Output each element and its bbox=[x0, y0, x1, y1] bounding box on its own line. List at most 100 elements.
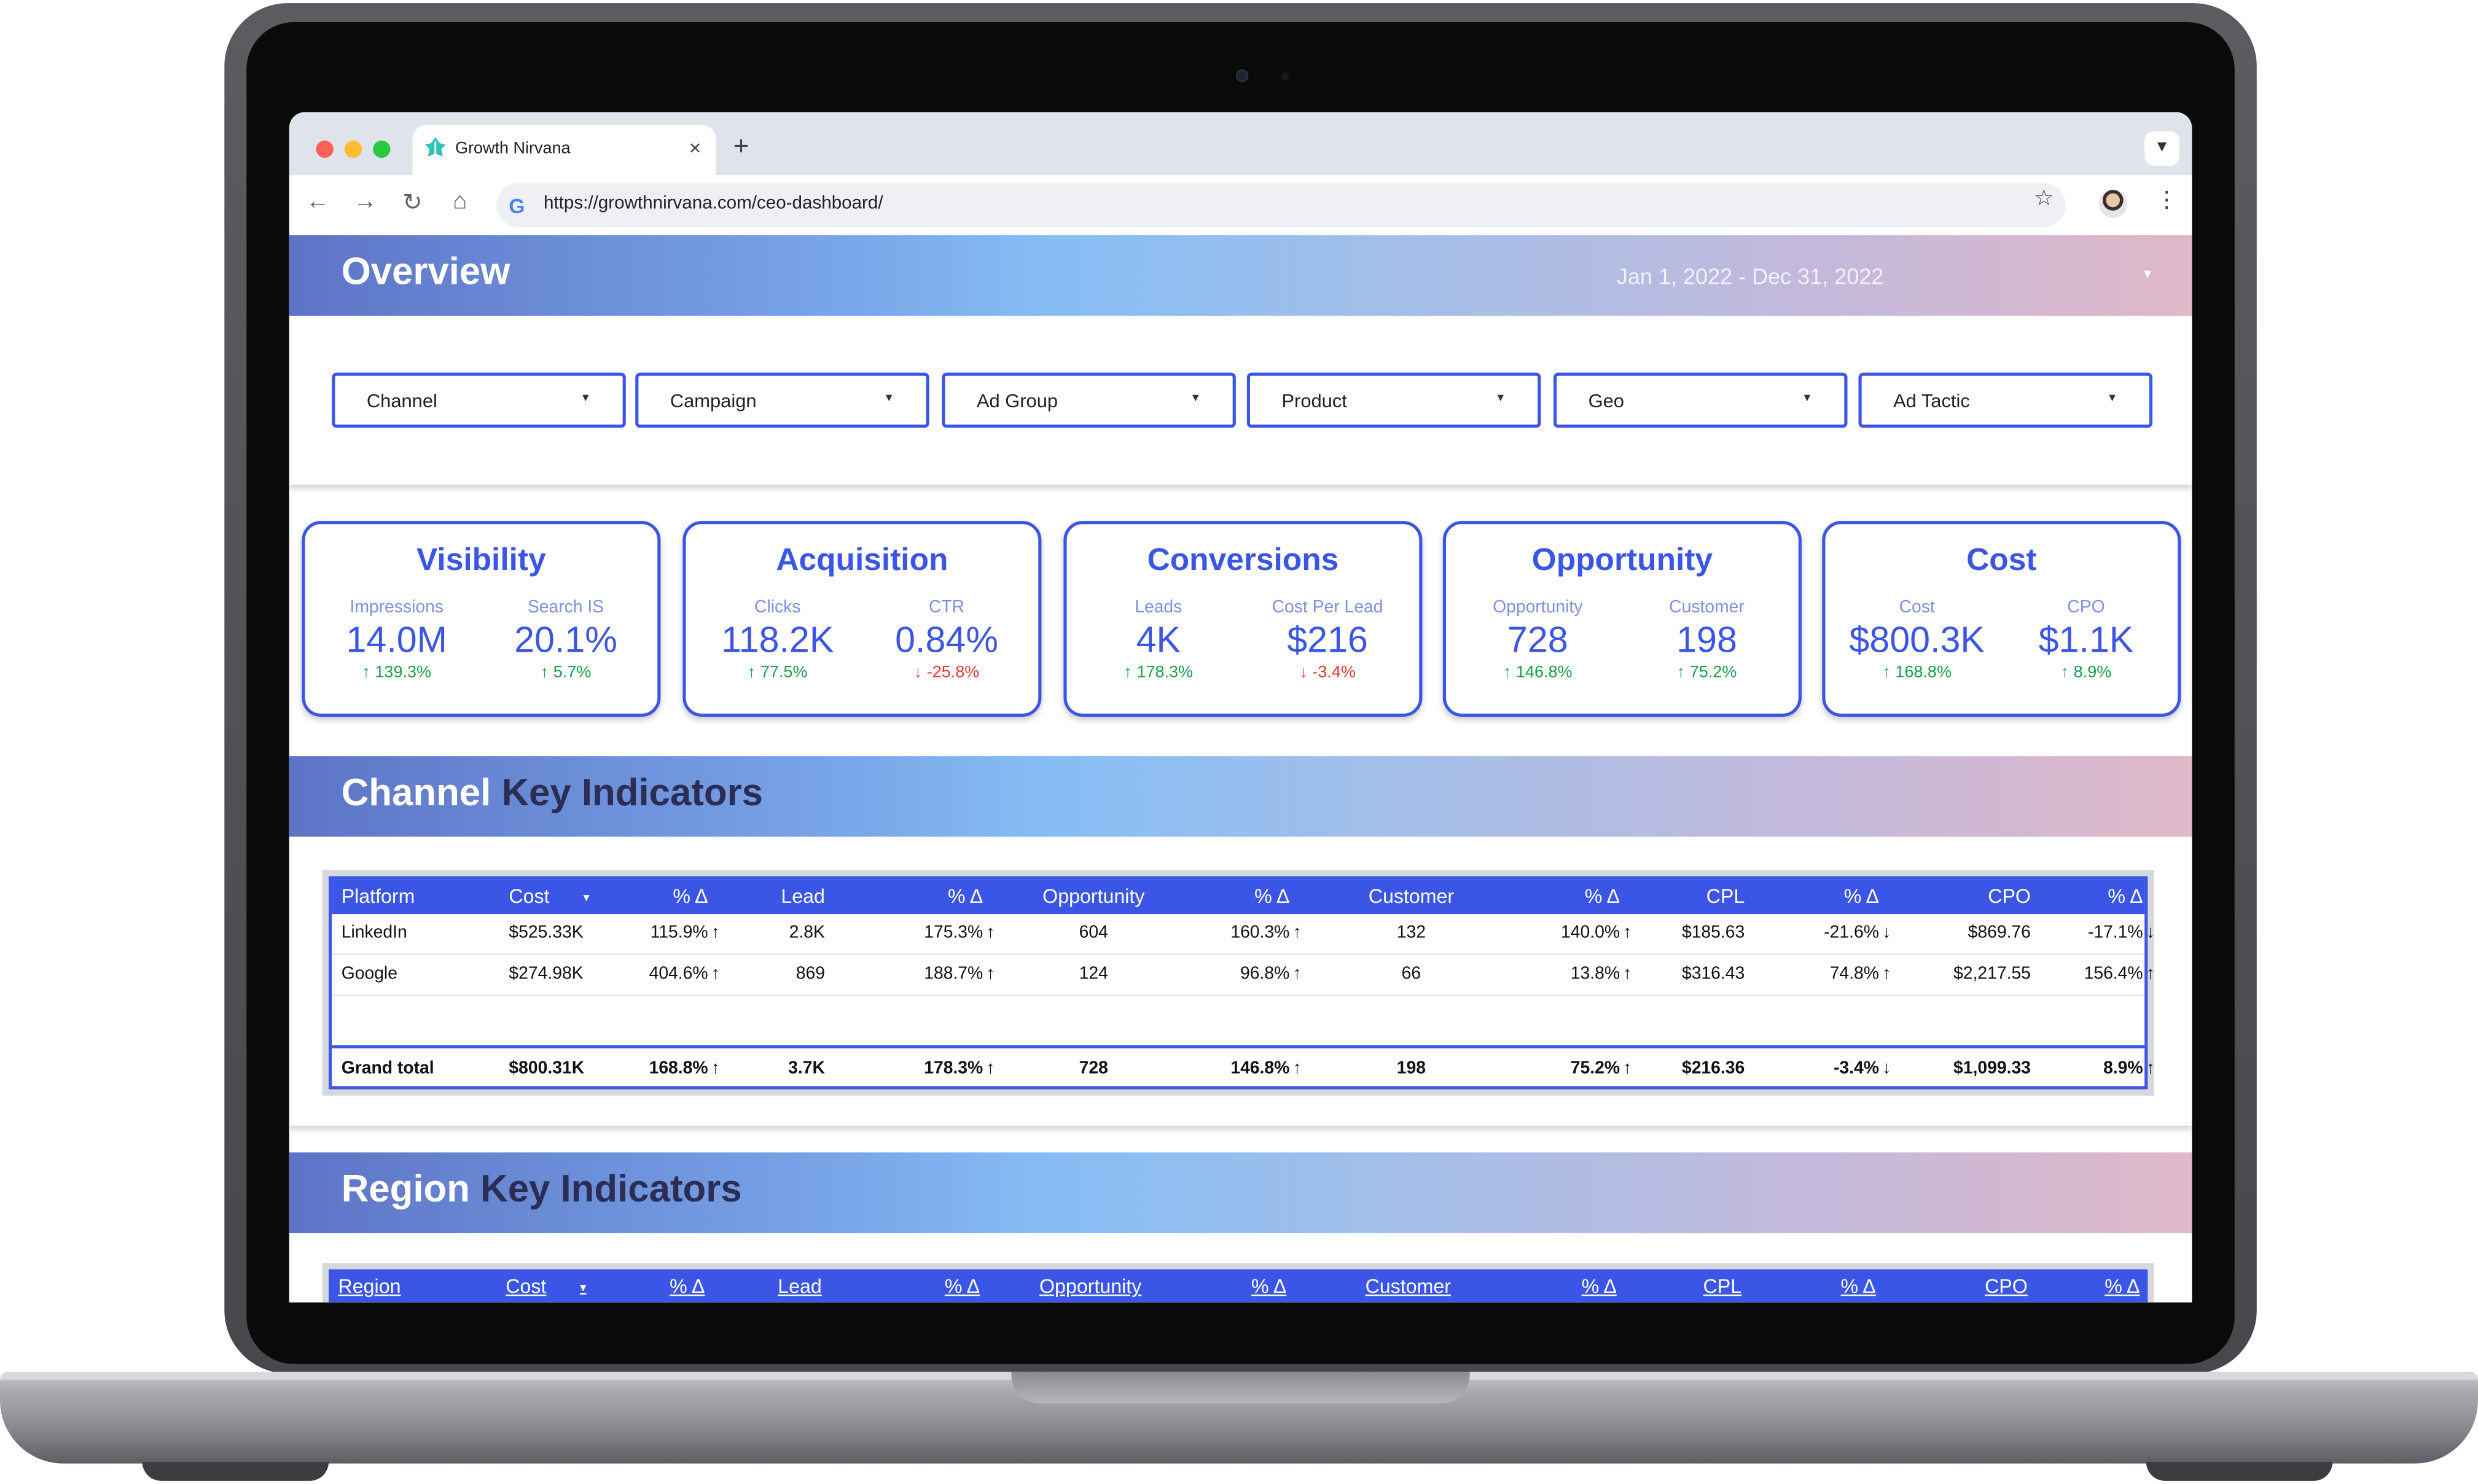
table-cell: 140.0% bbox=[1561, 923, 1620, 943]
close-window-button[interactable] bbox=[316, 140, 334, 158]
column-header[interactable]: % Δ bbox=[1584, 885, 1620, 908]
column-header[interactable]: % Δ bbox=[2108, 885, 2143, 908]
table-cell: -21.6% bbox=[1824, 923, 1879, 943]
channel-key-indicators-header: Channel Key Indicators bbox=[289, 756, 2192, 837]
column-header[interactable]: CPL bbox=[1703, 1275, 1742, 1298]
back-arrow-icon[interactable]: ← bbox=[305, 187, 330, 215]
more-menu-icon[interactable]: ⋮ bbox=[2156, 186, 2178, 212]
column-header[interactable]: % Δ bbox=[670, 1275, 705, 1298]
column-header[interactable]: % Δ bbox=[1840, 1275, 1876, 1298]
table-cell: 124 bbox=[1079, 964, 1108, 984]
home-icon[interactable]: ⌂ bbox=[452, 187, 467, 215]
kpi-delta-value: -3.4% bbox=[1312, 663, 1356, 682]
column-header[interactable]: Customer bbox=[1365, 1275, 1451, 1298]
column-header[interactable]: Platform bbox=[341, 885, 415, 908]
kpi-metric: Impressions 14.0M ↑ 139.3% bbox=[310, 598, 483, 682]
column-header[interactable]: Lead bbox=[781, 885, 825, 908]
column-header[interactable]: Lead bbox=[778, 1275, 822, 1298]
column-header[interactable]: Customer bbox=[1368, 885, 1455, 908]
column-header[interactable]: % Δ bbox=[1254, 885, 1290, 908]
column-header[interactable]: Cost bbox=[506, 1275, 547, 1298]
column-header[interactable]: % Δ bbox=[2105, 1275, 2140, 1298]
dropdown-caret-icon: ▼ bbox=[883, 392, 895, 404]
geo-filter[interactable]: Geo ▼ bbox=[1553, 372, 1848, 428]
new-tab-button[interactable]: + bbox=[733, 131, 749, 162]
column-header[interactable]: % Δ bbox=[1251, 1275, 1287, 1298]
kpi-card-title: Opportunity bbox=[1531, 543, 1713, 578]
arrow-up-icon: ↑ bbox=[1503, 663, 1516, 682]
laptop-foot bbox=[142, 1462, 329, 1481]
kpi-delta: ↑ 75.2% bbox=[1620, 663, 1794, 682]
column-header[interactable]: % Δ bbox=[947, 885, 983, 908]
kpi-card-title: Acquisition bbox=[776, 543, 948, 578]
table-cell: 146.8% bbox=[1230, 1059, 1290, 1079]
tab-search-chevron-icon[interactable]: ▼ bbox=[2144, 131, 2179, 166]
column-header[interactable]: Region bbox=[338, 1275, 401, 1298]
address-bar[interactable]: G https://growthnirvana.com/ceo-dashboar… bbox=[496, 183, 2066, 228]
kpi-delta-value: 168.8% bbox=[1895, 663, 1952, 682]
arrow-up-icon: ↑ bbox=[711, 923, 720, 943]
kpi-value: 14.0M bbox=[346, 619, 447, 660]
ad-group-filter[interactable]: Ad Group ▼ bbox=[942, 372, 1236, 428]
arrow-up-icon: ↑ bbox=[2060, 663, 2074, 682]
table-cell: $2,217.55 bbox=[1953, 964, 2031, 984]
kpi-label: Leads bbox=[1135, 598, 1182, 617]
minimize-window-button[interactable] bbox=[344, 140, 362, 158]
arrow-down-icon: ↓ bbox=[2146, 923, 2155, 943]
channel-filter[interactable]: Channel ▼ bbox=[332, 372, 626, 428]
table-row[interactable]: LinkedIn $525.33K 115.9% ↑ 2.8K 175.3% ↑ 604 160… bbox=[332, 914, 2155, 955]
reload-icon[interactable]: ↻ bbox=[402, 189, 423, 217]
arrow-up-icon: ↑ bbox=[1882, 964, 1891, 984]
table-cell: Google bbox=[341, 964, 397, 984]
column-header[interactable]: % Δ bbox=[944, 1275, 980, 1298]
table-cell: $316.43 bbox=[1681, 964, 1745, 984]
column-header[interactable]: % Δ bbox=[1843, 885, 1879, 908]
active-tab[interactable]: Growth Nirvana × bbox=[412, 125, 716, 176]
maximize-window-button[interactable] bbox=[373, 140, 391, 158]
bookmark-star-icon[interactable]: ☆ bbox=[2034, 184, 2054, 210]
kpi-card-title: Cost bbox=[1966, 543, 2037, 578]
profile-avatar[interactable] bbox=[2098, 189, 2127, 218]
kpi-delta-value: 5.7% bbox=[553, 663, 592, 682]
kpi-delta: ↓ -25.8% bbox=[860, 663, 1034, 682]
column-header[interactable]: % Δ bbox=[673, 885, 708, 908]
camera-icon bbox=[1235, 69, 1249, 82]
kpi-label: Cost bbox=[1899, 598, 1935, 617]
column-header[interactable]: CPO bbox=[1988, 885, 2031, 908]
kpi-value: $800.3K bbox=[1849, 619, 1985, 660]
sort-desc-icon[interactable]: ▾ bbox=[583, 890, 590, 905]
forward-arrow-icon[interactable]: → bbox=[353, 187, 377, 215]
column-header[interactable]: CPL bbox=[1706, 885, 1745, 908]
arrow-down-icon: ↓ bbox=[1882, 923, 1891, 943]
product-filter[interactable]: Product ▼ bbox=[1246, 372, 1541, 428]
date-range-picker[interactable]: Jan 1, 2022 - Dec 31, 2022 bbox=[1616, 264, 1884, 289]
kpi-delta: ↑ 178.3% bbox=[1071, 663, 1245, 682]
region-key-indicators-header: Region Key Indicators bbox=[289, 1152, 2192, 1233]
url-text[interactable]: https://growthnirvana.com/ceo-dashboard/ bbox=[544, 194, 883, 213]
chevron-down-icon[interactable]: ▼ bbox=[2141, 267, 2154, 281]
table-cell: $216.36 bbox=[1681, 1059, 1745, 1079]
kpi-delta-value: 146.8% bbox=[1515, 663, 1573, 682]
filter-bar: Channel ▼ Campaign ▼ Ad Group ▼ Product ▼ Ge… bbox=[289, 319, 2192, 485]
table-row[interactable]: Google $274.98K 404.6% ↑ 869 188.7% ↑ 124 96.8% ↑… bbox=[332, 955, 2155, 996]
column-header[interactable]: % Δ bbox=[1581, 1275, 1617, 1298]
arrow-up-icon: ↑ bbox=[2146, 1059, 2155, 1079]
column-header[interactable]: CPO bbox=[1985, 1275, 2028, 1298]
section-title-main: Channel bbox=[341, 771, 491, 815]
kpi-value: 20.1% bbox=[514, 619, 617, 660]
column-header[interactable]: Opportunity bbox=[1039, 1275, 1142, 1298]
kpi-card-conversions: Conversions Leads 4K ↑ 178.3% Cost Per Lead $… bbox=[1063, 521, 1423, 717]
arrow-down-icon: ↓ bbox=[1882, 1059, 1891, 1079]
kpi-metric: CTR 0.84% ↓ -25.8% bbox=[860, 598, 1034, 682]
column-header[interactable]: Cost bbox=[509, 885, 550, 908]
column-header[interactable]: Opportunity bbox=[1042, 885, 1145, 908]
ad-tactic-filter[interactable]: Ad Tactic ▼ bbox=[1858, 372, 2153, 428]
dropdown-caret-icon: ▼ bbox=[1495, 392, 1506, 404]
arrow-up-icon: ↑ bbox=[1623, 964, 1632, 984]
arrow-up-icon: ↑ bbox=[1124, 663, 1137, 682]
tab-close-icon[interactable]: × bbox=[689, 136, 702, 160]
laptop-foot bbox=[2146, 1462, 2333, 1481]
kpi-delta: ↑ 146.8% bbox=[1451, 663, 1625, 682]
sort-desc-icon[interactable]: ▾ bbox=[580, 1280, 587, 1295]
campaign-filter[interactable]: Campaign ▼ bbox=[635, 372, 929, 428]
